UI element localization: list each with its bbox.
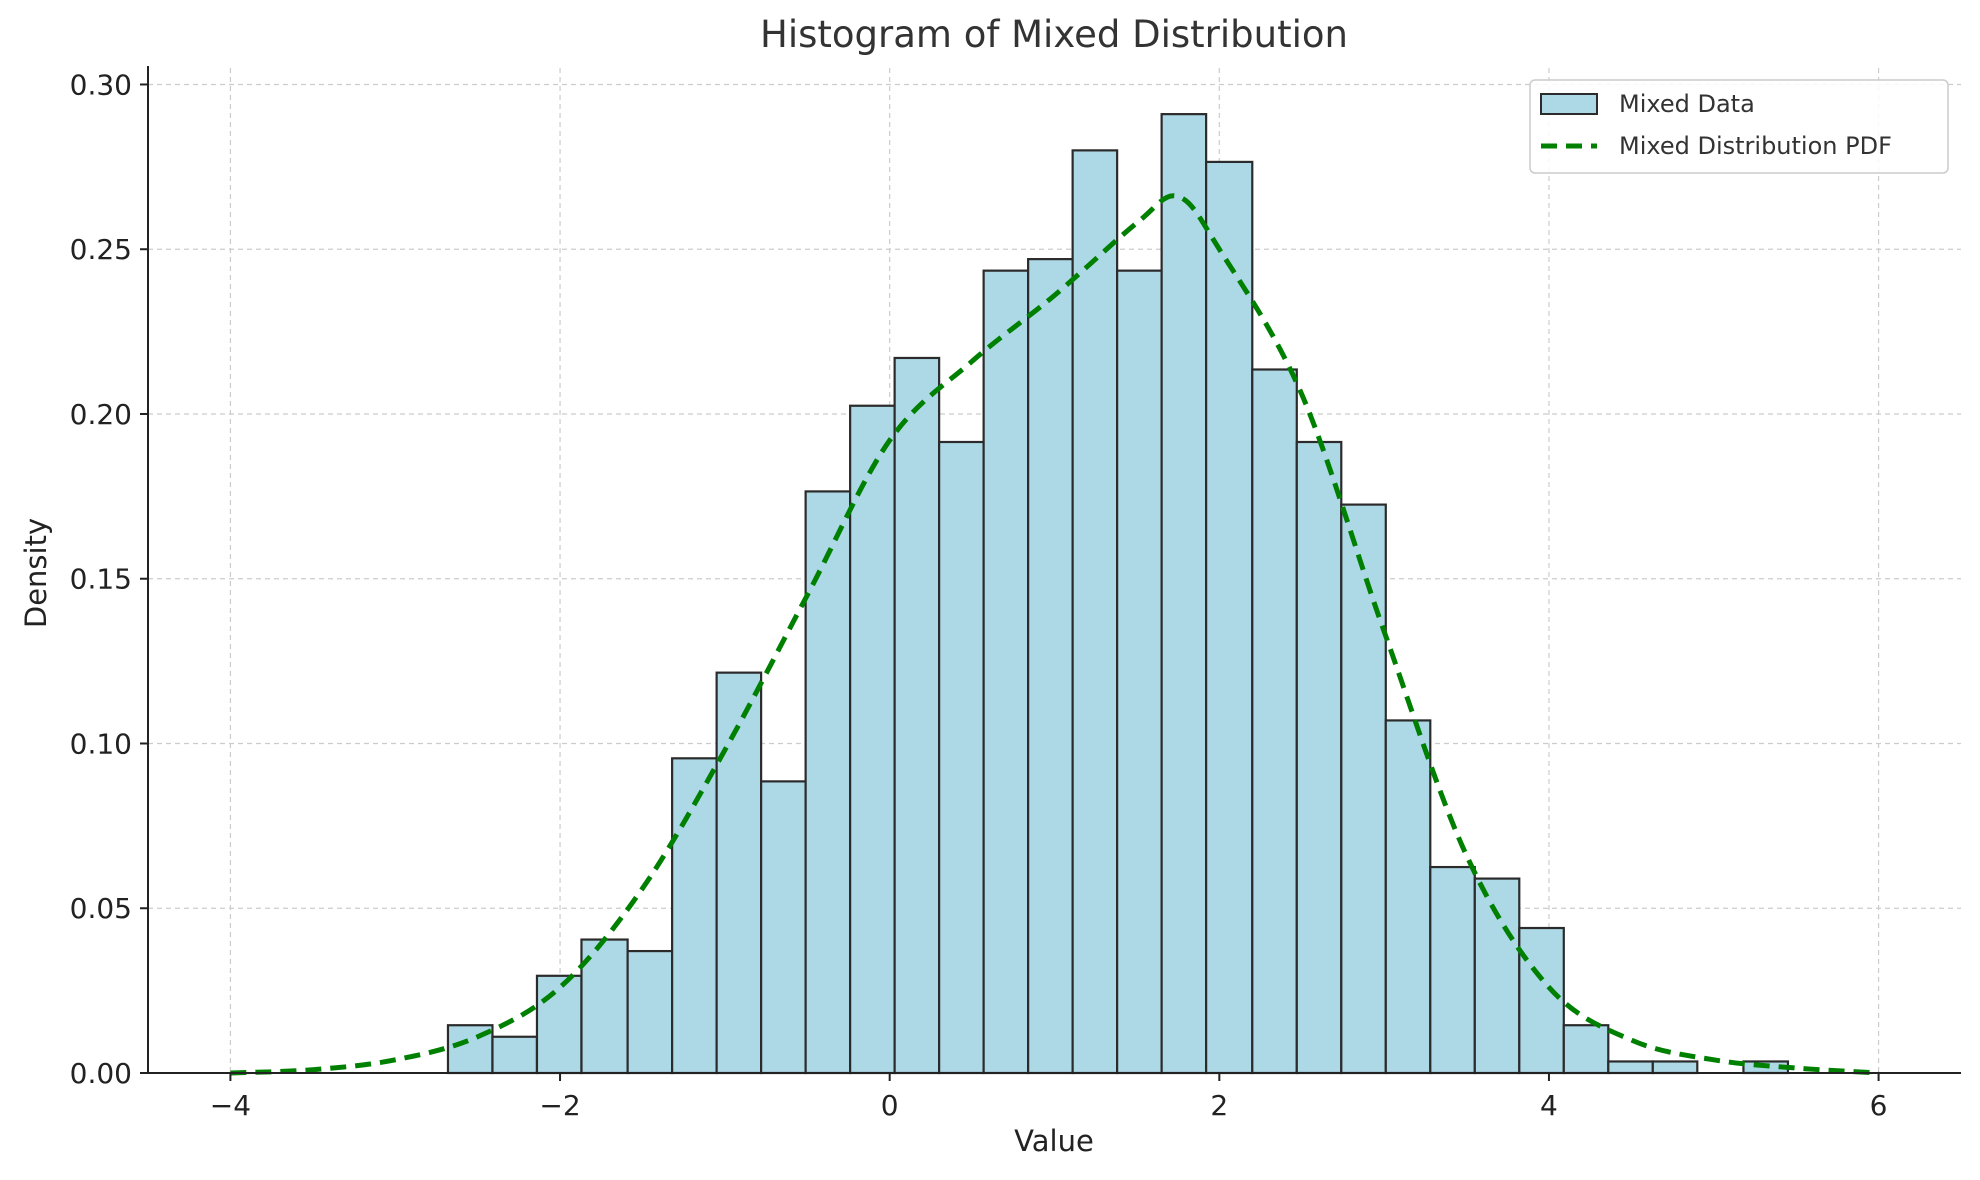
axes xyxy=(147,66,1961,1074)
legend-label-pdf: Mixed Distribution PDF xyxy=(1619,132,1892,160)
histogram-bar xyxy=(1295,440,1343,1075)
histogram-bar xyxy=(938,440,985,1075)
x-tick-label: 6 xyxy=(1870,1089,1888,1122)
histogram-bar xyxy=(1205,160,1254,1075)
x-axis-label: Value xyxy=(1014,1124,1094,1158)
histogram-bar xyxy=(804,490,852,1075)
histogram-bar xyxy=(671,757,718,1075)
chart-title: Histogram of Mixed Distribution xyxy=(760,13,1348,56)
histogram-bar xyxy=(1473,877,1521,1075)
x-tick-label: 4 xyxy=(1540,1089,1558,1122)
histogram-bar xyxy=(1071,149,1119,1075)
y-tick-label: 0.20 xyxy=(70,398,132,431)
y-tick-label: 0.05 xyxy=(70,892,132,925)
histogram-bar xyxy=(849,404,896,1075)
legend: Mixed Data Mixed Distribution PDF xyxy=(1529,79,1949,174)
histogram-bar xyxy=(1607,1060,1654,1075)
x-tick-label: −4 xyxy=(210,1089,251,1122)
histogram-bar xyxy=(1251,368,1298,1075)
pdf-curve xyxy=(230,193,1879,1076)
histogram-bar xyxy=(715,671,763,1075)
histogram-bar xyxy=(491,1035,539,1075)
histogram-bar xyxy=(1518,926,1565,1075)
y-tick-label: 0.25 xyxy=(70,233,132,266)
histogram-bar xyxy=(1562,1024,1610,1075)
histogram-bar xyxy=(1384,719,1432,1075)
x-tick-label: 0 xyxy=(881,1089,899,1122)
y-tick-label: 0.10 xyxy=(70,727,132,760)
legend-swatch-histogram xyxy=(1540,93,1598,115)
histogram-bar xyxy=(893,356,941,1075)
histogram-bar xyxy=(535,974,583,1075)
histogram-bar xyxy=(1160,113,1208,1075)
x-tick-labels: −4 −2 0 2 4 6 xyxy=(210,1073,1888,1122)
histogram-bar xyxy=(1651,1060,1699,1075)
histogram-bar xyxy=(1429,865,1476,1075)
legend-box xyxy=(1529,79,1949,174)
y-axis-label: Density xyxy=(19,518,53,628)
histogram-bar xyxy=(760,780,807,1075)
y-tick-labels: 0.00 0.05 0.10 0.15 0.20 0.25 0.30 xyxy=(70,68,148,1090)
histogram-bars xyxy=(446,113,1790,1075)
y-tick-label: 0.00 xyxy=(70,1057,132,1090)
histogram-bar xyxy=(1116,269,1163,1075)
x-tick-label: −2 xyxy=(539,1089,580,1122)
histogram-bar xyxy=(1027,258,1074,1075)
y-tick-label: 0.15 xyxy=(70,563,132,596)
legend-label-histogram: Mixed Data xyxy=(1619,90,1755,118)
y-tick-label: 0.30 xyxy=(70,68,132,101)
histogram-bar xyxy=(626,949,674,1075)
x-tick-label: 2 xyxy=(1210,1089,1228,1122)
histogram-bar xyxy=(1340,503,1387,1075)
histogram-bar xyxy=(982,269,1030,1075)
